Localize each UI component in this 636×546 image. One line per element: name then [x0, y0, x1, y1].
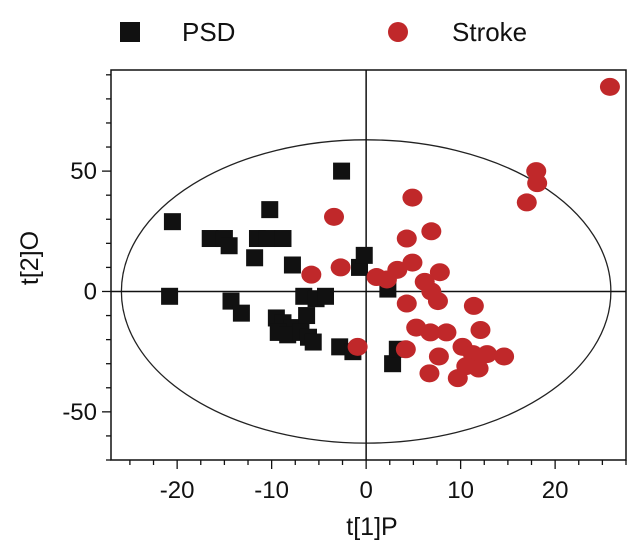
- data-points: [161, 77, 620, 388]
- y-tick-label: -50: [62, 399, 97, 426]
- y-tick-label: 0: [84, 278, 97, 305]
- x-tick-label: -20: [160, 477, 195, 504]
- psd-point: [279, 326, 297, 344]
- psd-point: [246, 249, 264, 267]
- stroke-point: [301, 265, 322, 284]
- stroke-point: [324, 207, 345, 226]
- stroke-point: [396, 294, 417, 313]
- psd-point: [261, 201, 279, 219]
- axis-ticks: [102, 74, 627, 469]
- psd-point: [331, 338, 349, 356]
- y-axis-title: t[2]O: [16, 231, 44, 285]
- psd-point: [163, 213, 181, 231]
- psd-point: [317, 287, 335, 305]
- stroke-point: [395, 340, 416, 359]
- x-tick-label: 10: [447, 477, 474, 504]
- stroke-point: [396, 229, 417, 248]
- legend-psd-label: PSD: [182, 17, 235, 47]
- legend-psd-marker: [120, 22, 140, 42]
- x-tick-label: -10: [254, 477, 289, 504]
- x-tick-label: 20: [542, 477, 569, 504]
- stroke-point: [527, 174, 548, 193]
- legend-stroke-marker: [388, 22, 408, 42]
- stroke-point: [402, 253, 423, 272]
- stroke-point: [436, 323, 457, 342]
- stroke-point: [387, 260, 408, 279]
- psd-point: [232, 304, 250, 322]
- stroke-point: [347, 337, 368, 356]
- psd-point: [304, 333, 322, 351]
- stroke-point: [421, 222, 442, 241]
- psd-point: [274, 230, 292, 248]
- stroke-point: [402, 188, 423, 207]
- stroke-point: [427, 292, 448, 311]
- stroke-point: [419, 364, 440, 383]
- legend-stroke-label: Stroke: [452, 17, 527, 47]
- psd-point: [161, 287, 179, 305]
- stroke-point: [330, 258, 351, 277]
- legend: PSD Stroke: [120, 17, 527, 47]
- x-tick-label: 0: [359, 477, 372, 504]
- psd-point: [220, 237, 238, 255]
- stroke-point: [599, 77, 620, 96]
- stroke-point: [463, 296, 484, 315]
- stroke-point: [516, 193, 537, 212]
- stroke-point: [470, 321, 491, 339]
- stroke-point: [428, 347, 449, 366]
- y-tick-label: 50: [70, 158, 97, 185]
- stroke-point: [447, 369, 468, 388]
- x-tick-labels: -20 -10 0 10 20: [160, 477, 569, 504]
- plot-area: [102, 69, 627, 469]
- plot-frame: [110, 69, 627, 461]
- psd-point: [333, 162, 351, 180]
- stroke-point: [429, 263, 450, 282]
- psd-point: [201, 230, 219, 248]
- x-axis-title: t[1]P: [346, 513, 397, 541]
- psd-point: [258, 230, 276, 248]
- psd-point: [384, 355, 402, 373]
- psd-point: [355, 246, 373, 264]
- psd-point: [298, 307, 316, 325]
- stroke-point: [494, 347, 515, 366]
- y-tick-labels: -50 0 50: [62, 158, 97, 426]
- stroke-point: [420, 323, 441, 342]
- psd-point: [283, 256, 301, 274]
- stroke-point: [477, 345, 498, 364]
